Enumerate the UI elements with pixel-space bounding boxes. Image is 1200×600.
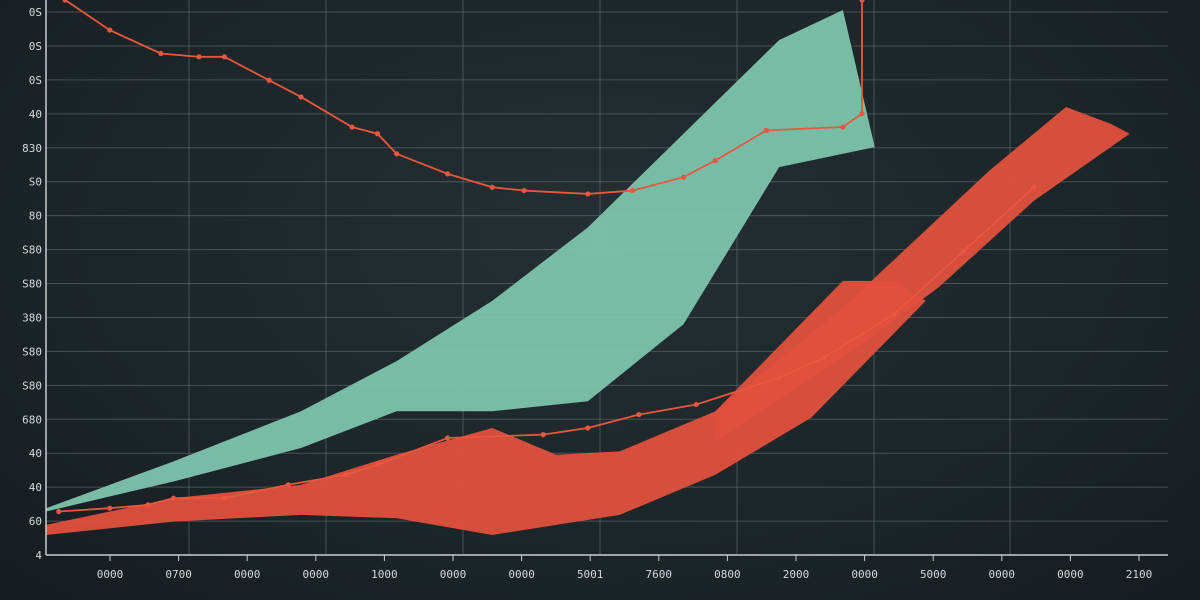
y-tick-label: 60 — [29, 515, 42, 528]
x-tick-label: 2100 — [1126, 568, 1153, 581]
x-tick-label: 1000 — [371, 568, 398, 581]
y-tick-label: S80 — [22, 379, 42, 392]
x-tick-label: 2000 — [783, 568, 810, 581]
lower-line-series-point — [374, 462, 381, 468]
x-tick-label: 7600 — [646, 568, 673, 581]
lower-line-series-point — [540, 432, 546, 438]
x-tick-label: 0700 — [165, 568, 192, 581]
y-tick-label: 830 — [22, 142, 42, 155]
upper-line-series-point — [859, 0, 865, 3]
y-tick-label: S80 — [22, 345, 42, 358]
x-tick-label: 0800 — [714, 568, 741, 581]
y-tick-labels: 0S 0S 0S 40 830 S0 80 S80 S80 380 S80 S80 680 40 40 60 4 — [22, 6, 42, 562]
lower-line-series-point — [107, 505, 113, 511]
y-tick-label: 0S — [29, 40, 42, 53]
upper-line-series-point — [349, 124, 355, 130]
upper-line-series-point — [840, 124, 846, 130]
y-tick-label: 0S — [29, 74, 42, 87]
lower-line-series — [58, 186, 1035, 513]
upper-line-series-point — [489, 184, 495, 190]
y-tick-label: 0S — [29, 6, 42, 19]
lower-line-series-point — [221, 495, 228, 501]
lower-line-series-point — [891, 311, 897, 317]
lower-line-series-point — [285, 482, 291, 488]
red-band-1 — [46, 280, 926, 535]
upper-line-series-point — [266, 77, 272, 83]
upper-line-series-point — [859, 111, 865, 117]
x-tick-label: 0000 — [989, 568, 1016, 581]
upper-line-series-point — [763, 127, 769, 133]
lower-line-series-point — [445, 435, 451, 441]
lower-line-series-point — [585, 425, 591, 431]
y-tick-label: 40 — [29, 481, 42, 494]
lower-line-series-point — [693, 401, 699, 408]
upper-line-series-point — [107, 27, 113, 33]
upper-line-series-point — [196, 54, 202, 60]
lower-line-series-point — [343, 472, 349, 478]
lower-line-series-point — [961, 248, 967, 254]
x-tick-label: 0000 — [440, 568, 467, 581]
lower-line-series-point — [821, 355, 827, 361]
lower-line-series-point — [636, 411, 642, 418]
lower-line-series-point — [170, 495, 177, 501]
upper-line-series-point — [62, 0, 68, 3]
x-tick-label: 5000 — [920, 568, 947, 581]
y-tick-label: 40 — [29, 108, 42, 121]
upper-line-series-point — [521, 187, 527, 194]
y-tick-label: 40 — [29, 447, 42, 460]
x-tick-label: 0000 — [234, 568, 261, 581]
upper-line-series-point — [374, 131, 381, 137]
upper-line-series-point — [629, 187, 636, 194]
upper-line-series-point — [298, 94, 304, 100]
lower-line-series-point — [145, 502, 151, 508]
teal-band — [46, 10, 875, 512]
y-tick-label: S80 — [22, 278, 42, 291]
y-tick-label: 680 — [22, 413, 42, 426]
series-areas — [46, 10, 1130, 535]
upper-line-series-point — [585, 191, 591, 197]
x-tick-label: 0000 — [1057, 568, 1084, 581]
red-band-2 — [715, 106, 1130, 442]
upper-line-series-point — [680, 174, 687, 180]
lower-line-series-point — [1031, 184, 1037, 190]
x-tick-label: 0000 — [303, 568, 330, 581]
y-tick-label: S80 — [22, 244, 42, 257]
y-tick-label: 4 — [35, 549, 42, 562]
axes — [45, 0, 1168, 556]
x-tick-label: 0000 — [97, 568, 124, 581]
upper-line-series-point — [712, 157, 718, 164]
y-tick-label: S0 — [29, 176, 42, 189]
upper-line-series-point — [158, 50, 164, 57]
upper-line-series-point — [445, 171, 451, 177]
y-tick-label: 380 — [22, 311, 42, 324]
x-tick-label: 0000 — [508, 568, 535, 581]
y-tick-label: 80 — [29, 210, 42, 223]
x-tick-labels: 0000 0700 0000 0000 1000 0000 0000 5001 7600 0800… — [97, 555, 1153, 581]
upper-line-series-point — [394, 151, 400, 157]
series-lines — [56, 0, 1037, 515]
upper-line-series-point — [221, 54, 228, 60]
lower-line-series-point — [56, 508, 62, 515]
x-tick-label: 5001 — [577, 568, 604, 581]
lower-line-series-point — [776, 375, 782, 381]
x-tick-label: 0000 — [851, 568, 878, 581]
